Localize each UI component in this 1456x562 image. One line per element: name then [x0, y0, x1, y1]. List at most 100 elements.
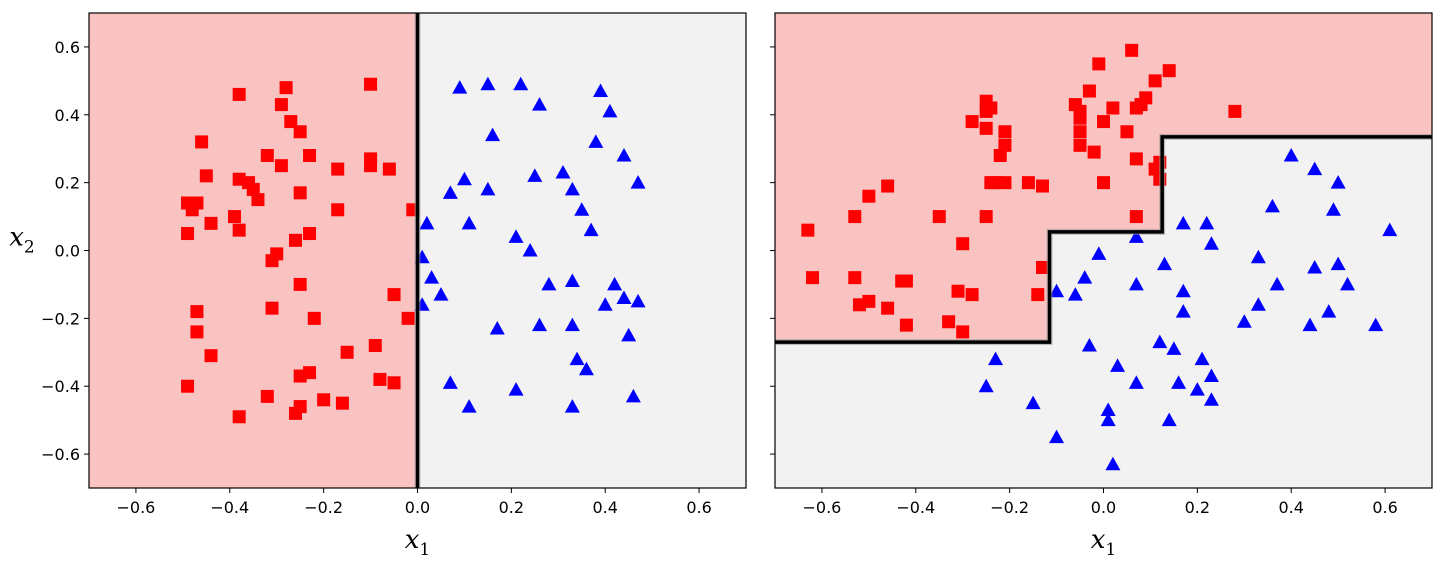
square-point	[1021, 176, 1035, 190]
triangle-point	[583, 222, 599, 237]
square-point	[998, 176, 1012, 190]
triangle-point	[1325, 202, 1341, 216]
square-point	[284, 115, 298, 129]
square-point	[1087, 145, 1101, 159]
triangle-point	[1152, 334, 1168, 349]
x-axis-label: x1	[1091, 525, 1117, 560]
x-tick-label: −0.6	[802, 498, 841, 517]
triangle-point	[1321, 304, 1337, 318]
triangle-point	[569, 351, 585, 366]
y-axis-label: x2	[9, 223, 35, 258]
square-point	[932, 210, 946, 224]
square-point	[293, 186, 307, 200]
x-axis-label: x1	[405, 525, 431, 560]
square-point	[1092, 57, 1106, 71]
triangle-point	[564, 181, 580, 196]
triangle-point	[508, 229, 524, 243]
square-point	[965, 115, 979, 129]
triangle-point	[532, 317, 548, 332]
y-tick-label: −0.6	[41, 445, 80, 464]
x-tick-label: −0.4	[210, 498, 249, 517]
square-point	[881, 301, 895, 315]
square-point	[1228, 104, 1242, 118]
x-tick-label: −0.2	[304, 498, 343, 517]
square-point	[1073, 125, 1087, 139]
triangle-point	[1025, 395, 1041, 410]
square-point	[260, 389, 274, 403]
square-point	[232, 87, 246, 101]
y-tick-label: −0.4	[41, 377, 80, 396]
triangle-point	[1128, 229, 1144, 243]
square-point	[1073, 111, 1087, 125]
x-tick-label: −0.4	[896, 498, 935, 517]
square-point	[232, 410, 246, 424]
triangle-point	[1307, 259, 1323, 274]
x-axis-ticks: −0.6 −0.4 −0.2 0.0 0.2 0.4 0.6	[116, 488, 712, 517]
square-point	[1129, 152, 1143, 166]
data-points	[801, 43, 1398, 471]
triangle-point	[442, 185, 458, 199]
square-point	[293, 369, 307, 383]
triangle-point	[607, 276, 623, 291]
triangle-point	[1100, 402, 1116, 416]
x-tick-label: −0.2	[990, 498, 1029, 517]
triangle-point	[461, 215, 477, 230]
triangle-point	[630, 175, 646, 189]
x-axis-ticks: −0.6 −0.4 −0.2 0.0 0.2 0.4 0.6	[802, 488, 1398, 517]
y-tick-label: 0.4	[55, 106, 80, 125]
x-tick-label: 0.0	[405, 498, 430, 517]
square-point	[979, 104, 993, 118]
triangle-point	[1302, 317, 1318, 332]
square-point	[260, 149, 274, 162]
square-point	[1129, 210, 1143, 224]
triangle-point	[616, 290, 632, 304]
triangle-point	[988, 351, 1004, 366]
triangle-point	[1283, 148, 1299, 162]
triangle-point	[1049, 283, 1065, 298]
square-point	[1035, 179, 1049, 193]
square-point	[951, 284, 965, 298]
square-point	[265, 301, 279, 315]
square-point	[204, 349, 218, 363]
square-point	[862, 189, 876, 203]
triangle-point	[593, 83, 609, 98]
boundary-line	[775, 135, 1432, 344]
triangle-point	[452, 80, 468, 94]
square-point	[1125, 43, 1139, 57]
square-point	[303, 149, 317, 162]
triangle-point	[1203, 368, 1219, 383]
triangle-point	[541, 276, 557, 291]
triangle-point	[1340, 276, 1356, 291]
triangle-point	[1330, 175, 1346, 189]
triangle-point	[480, 76, 496, 91]
triangle-point	[1194, 351, 1210, 366]
triangle-point	[574, 202, 590, 216]
square-point	[401, 311, 415, 325]
triangle-point	[1128, 276, 1144, 291]
triangle-point	[456, 171, 472, 186]
square-point	[387, 376, 401, 390]
y-axis-ticks	[770, 46, 775, 455]
triangle-point	[1105, 456, 1121, 471]
triangle-point	[1100, 412, 1116, 427]
triangle-point	[433, 287, 449, 301]
triangle-point	[597, 297, 613, 311]
square-point	[1031, 288, 1045, 302]
square-point	[195, 135, 209, 149]
triangle-point	[1166, 341, 1182, 355]
triangle-point	[485, 127, 501, 142]
square-point	[848, 210, 862, 224]
square-point	[979, 121, 993, 135]
x-tick-label: 0.0	[1091, 498, 1116, 517]
triangle-point	[1199, 215, 1215, 230]
square-point	[307, 311, 321, 325]
square-point	[881, 179, 895, 193]
square-point	[364, 159, 378, 173]
square-point	[246, 182, 260, 196]
triangle-point	[1067, 287, 1083, 301]
y-tick-label: 0.0	[55, 242, 80, 261]
square-point	[190, 325, 204, 339]
square-point	[1162, 64, 1176, 78]
triangle-point	[578, 361, 594, 376]
triangle-point	[1049, 429, 1065, 444]
